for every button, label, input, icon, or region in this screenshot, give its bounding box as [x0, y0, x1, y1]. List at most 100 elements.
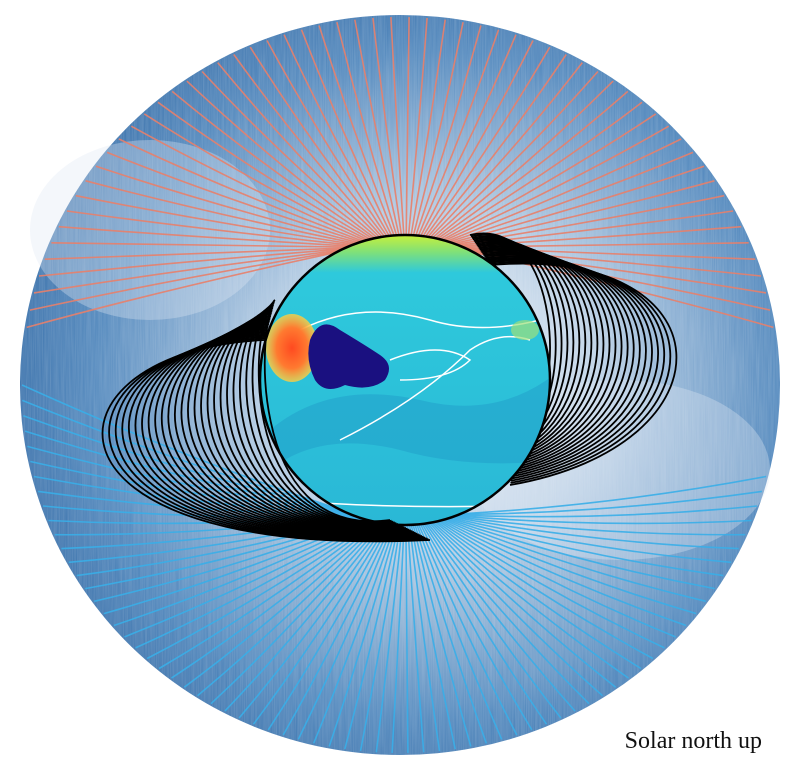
field-line	[210, 522, 383, 705]
field-line	[429, 62, 583, 238]
field-line	[437, 520, 665, 649]
field-line	[489, 262, 678, 486]
field-line	[158, 521, 376, 670]
field-line	[412, 22, 464, 236]
field-line	[407, 17, 428, 236]
field-line	[434, 521, 642, 670]
open-field-lines-north	[26, 17, 774, 329]
field-line	[118, 138, 364, 242]
field-line	[439, 520, 676, 638]
field-line	[425, 523, 576, 712]
field-line	[450, 516, 732, 564]
field-line	[51, 242, 348, 248]
field-line	[312, 524, 396, 744]
field-line	[443, 518, 697, 615]
field-line	[44, 247, 345, 260]
field-line	[434, 80, 614, 239]
field-line	[201, 70, 378, 239]
field-line	[446, 138, 682, 242]
positive-polarity-region	[266, 314, 318, 382]
closed-loops-left	[101, 299, 431, 543]
field-line	[437, 90, 629, 240]
field-line	[391, 524, 405, 753]
field-line	[419, 523, 533, 731]
field-line	[415, 25, 482, 236]
field-line	[432, 521, 629, 679]
field-line	[428, 522, 604, 697]
field-line	[421, 523, 548, 725]
field-line	[318, 25, 395, 236]
field-line	[448, 517, 724, 577]
field-line	[410, 524, 456, 750]
field-line	[30, 460, 348, 514]
field-line	[267, 523, 391, 731]
field-line	[171, 90, 373, 240]
field-line	[21, 384, 340, 510]
field-line	[417, 29, 500, 236]
field-line	[26, 251, 337, 329]
field-line	[460, 475, 767, 515]
field-line	[95, 165, 359, 244]
field-line	[171, 521, 378, 679]
field-line	[427, 522, 590, 705]
field-line	[224, 523, 385, 712]
negative-polarity-region	[308, 324, 389, 389]
field-line	[453, 515, 746, 536]
field-line	[449, 151, 694, 243]
field-line	[106, 151, 361, 243]
field-line	[75, 194, 354, 246]
field-line	[283, 34, 390, 237]
field-line	[427, 54, 567, 238]
field-line	[414, 524, 488, 744]
open-field-lines-south	[21, 384, 767, 753]
field-line	[405, 17, 410, 236]
field-line	[416, 524, 503, 740]
field-line	[101, 339, 431, 543]
field-line	[445, 518, 706, 603]
field-line	[417, 524, 518, 736]
field-line	[24, 430, 345, 513]
field-line	[375, 524, 404, 753]
field-line	[33, 249, 341, 294]
field-line	[441, 519, 687, 627]
field-line	[408, 524, 441, 752]
orientation-caption: Solar north up	[624, 728, 762, 754]
field-line	[406, 524, 425, 753]
field-line	[459, 490, 763, 516]
field-line	[282, 524, 393, 736]
field-line	[430, 522, 617, 688]
field-line	[58, 225, 350, 247]
field-line	[441, 113, 657, 241]
field-line	[233, 54, 383, 238]
field-line	[344, 524, 400, 750]
field-line	[249, 46, 386, 237]
field-line	[328, 524, 398, 747]
field-line	[424, 46, 551, 237]
field-line	[300, 29, 393, 236]
field-line	[196, 522, 382, 697]
field-line	[38, 248, 343, 277]
field-line	[85, 180, 357, 245]
field-line	[266, 40, 388, 237]
field-line	[412, 524, 472, 747]
field-line	[444, 125, 670, 242]
field-line	[354, 19, 400, 236]
field-line	[238, 523, 387, 719]
field-line	[297, 524, 394, 740]
field-line	[359, 524, 402, 752]
field-line	[143, 113, 369, 241]
field-line	[423, 523, 562, 719]
field-line	[420, 34, 517, 237]
field-line	[183, 522, 380, 688]
field-line	[66, 210, 352, 246]
field-line	[455, 515, 752, 525]
field-line	[130, 125, 366, 242]
field-line	[157, 101, 371, 240]
field-line	[336, 22, 398, 236]
field-line	[410, 19, 446, 236]
field-line	[29, 250, 339, 311]
field-line	[452, 516, 739, 550]
field-line	[457, 505, 758, 518]
sun-disk	[258, 233, 552, 527]
field-line	[446, 517, 715, 590]
